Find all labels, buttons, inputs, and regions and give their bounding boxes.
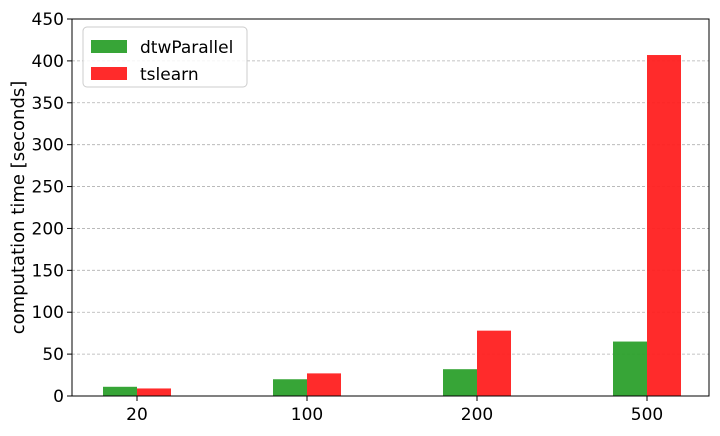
x-tick-label: 100 xyxy=(291,405,323,425)
y-tick-label: 350 xyxy=(32,94,64,114)
y-tick-label: 0 xyxy=(53,387,64,407)
bar-dtwparallel-20 xyxy=(103,386,137,396)
legend: dtwParallel tslearn xyxy=(82,26,248,88)
y-tick-label: 250 xyxy=(32,178,64,198)
x-tick-label: 200 xyxy=(461,405,493,425)
bar-tslearn-500 xyxy=(647,55,681,396)
bar-tslearn-200 xyxy=(477,330,511,396)
y-tick-label: 100 xyxy=(32,303,64,323)
legend-label-dtwparallel: dtwParallel xyxy=(140,38,233,58)
bar-dtwparallel-100 xyxy=(273,379,307,396)
y-tick-label: 150 xyxy=(32,261,64,281)
legend-label-tslearn: tslearn xyxy=(140,65,199,85)
y-axis-ticks: 0 50 100 150 200 250 300 350 400 450 xyxy=(32,10,72,407)
legend-swatch-tslearn xyxy=(91,67,127,80)
x-tick-label: 20 xyxy=(126,405,148,425)
y-tick-label: 200 xyxy=(32,219,64,239)
x-tick-label: 500 xyxy=(631,405,663,425)
bars xyxy=(103,55,681,396)
y-tick-label: 450 xyxy=(32,10,64,30)
bar-dtwparallel-200 xyxy=(443,369,477,396)
x-axis-ticks: 20 100 200 500 xyxy=(126,396,663,425)
legend-items: dtwParallel tslearn xyxy=(91,38,233,85)
y-tick-label: 50 xyxy=(42,345,64,365)
y-tick-label: 300 xyxy=(32,136,64,156)
y-axis-label: computation time [seconds] xyxy=(8,81,29,335)
legend-swatch-dtwparallel xyxy=(91,40,127,53)
bar-tslearn-20 xyxy=(137,388,171,396)
y-tick-label: 400 xyxy=(32,52,64,72)
bar-dtwparallel-500 xyxy=(613,341,647,396)
bar-tslearn-100 xyxy=(307,373,341,396)
plot-frame xyxy=(71,18,710,397)
